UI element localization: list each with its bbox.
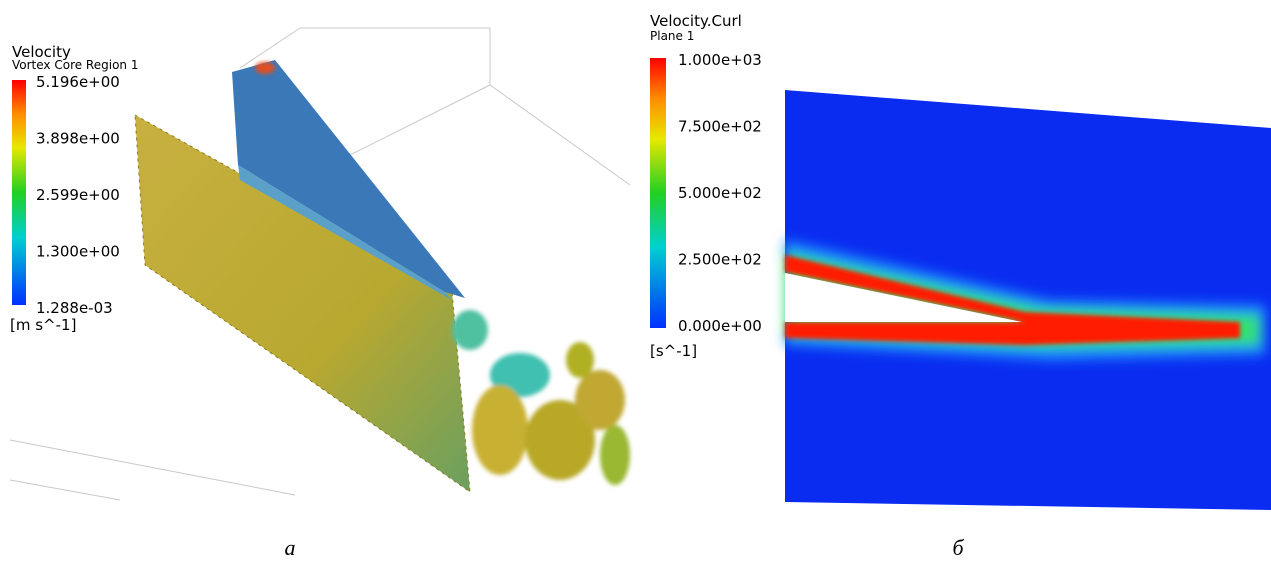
legend-label: 7.500e+02: [678, 118, 762, 136]
legend-label: 1.288e-03: [36, 299, 113, 317]
legend-unit: [s^-1]: [650, 342, 697, 360]
legend-label: 3.898e+00: [36, 130, 120, 148]
legend-subtitle: Vortex Core Region 1: [12, 58, 138, 72]
legend-labels: 5.196e+00 3.898e+00 2.599e+00 1.300e+00 1.28…: [36, 73, 120, 317]
blob: [452, 310, 488, 350]
legend-label: 1.300e+00: [36, 243, 120, 261]
blob: [472, 385, 528, 475]
caption: б: [952, 535, 964, 560]
blob: [600, 425, 630, 485]
legend-label: 1.000e+03: [678, 51, 762, 69]
colorbar: [12, 80, 26, 305]
curl-scene: [785, 90, 1271, 510]
legend-labels: 1.000e+03 7.500e+02 5.000e+02 2.500e+02 0.00…: [678, 51, 762, 335]
vortex-scene: [10, 28, 630, 500]
legend-label: 2.500e+02: [678, 251, 762, 269]
caption: а: [285, 535, 296, 560]
blob: [566, 342, 594, 378]
legend-label: 5.000e+02: [678, 184, 762, 202]
blob: [255, 62, 275, 74]
legend-title: Velocity.Curl: [650, 12, 742, 30]
blob: [575, 370, 625, 430]
legend-label: 2.599e+00: [36, 186, 120, 204]
colorbar: [650, 58, 666, 328]
legend-unit: [m s^-1]: [10, 316, 76, 334]
legend-subtitle: Plane 1: [650, 29, 694, 43]
legend-label: 5.196e+00: [36, 73, 120, 91]
legend-label: 0.000e+00: [678, 317, 762, 335]
figure: Velocity Vortex Core Region 1 5.196e+003…: [0, 0, 1271, 561]
